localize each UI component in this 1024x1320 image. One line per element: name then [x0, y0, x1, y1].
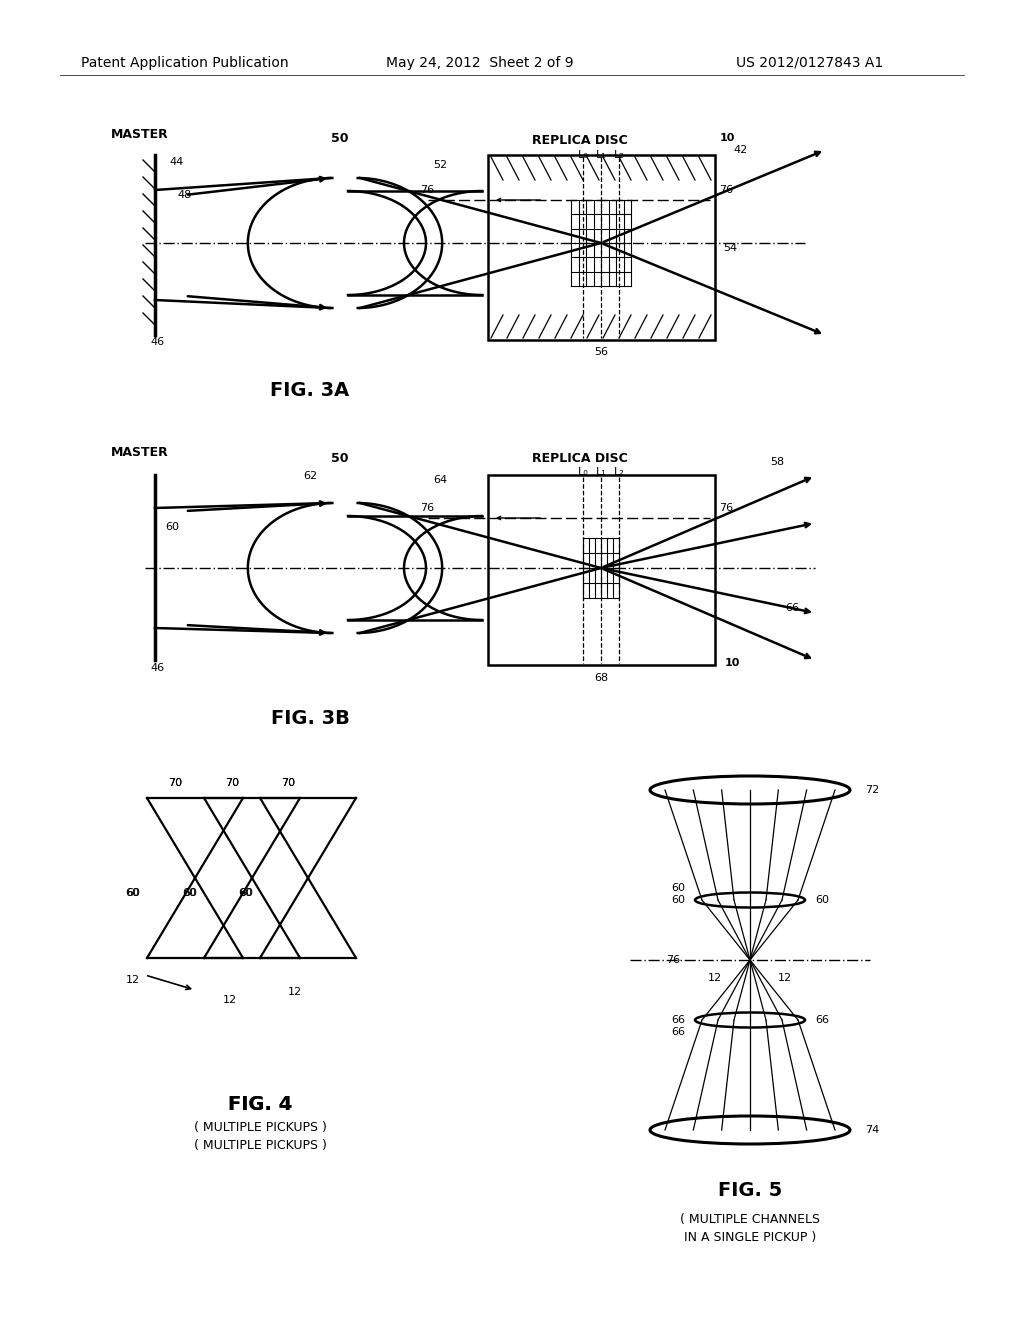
Text: 60: 60	[182, 888, 196, 898]
Text: 60: 60	[126, 888, 140, 898]
Text: 60: 60	[238, 888, 252, 898]
Text: MASTER: MASTER	[112, 446, 169, 458]
Text: 76: 76	[719, 185, 733, 195]
Text: US 2012/0127843 A1: US 2012/0127843 A1	[736, 55, 884, 70]
Text: 60: 60	[671, 895, 685, 906]
Text: 12: 12	[223, 995, 238, 1005]
Text: 50: 50	[331, 132, 349, 144]
Text: 60: 60	[815, 895, 829, 906]
Bar	[488, 154, 715, 341]
Text: FIG. 4: FIG. 4	[228, 1096, 292, 1114]
Bar	[488, 475, 715, 665]
Text: 62: 62	[303, 471, 317, 480]
Text: 46: 46	[150, 337, 164, 347]
Text: FIG. 4: FIG. 4	[228, 1096, 292, 1114]
Text: 66: 66	[785, 603, 799, 612]
Text: L₁: L₁	[596, 150, 606, 160]
Text: REPLICA DISC: REPLICA DISC	[532, 451, 628, 465]
Text: 46: 46	[150, 663, 164, 673]
Text: 66: 66	[671, 1015, 685, 1026]
Text: 50: 50	[331, 451, 349, 465]
Text: MASTER: MASTER	[112, 128, 169, 141]
Text: Patent Application Publication: Patent Application Publication	[81, 55, 289, 70]
Text: 70: 70	[168, 777, 182, 788]
Text: 72: 72	[865, 785, 880, 795]
Text: REPLICA DISC: REPLICA DISC	[532, 133, 628, 147]
Text: 56: 56	[594, 347, 608, 356]
Text: 76: 76	[666, 954, 680, 965]
Text: May 24, 2012  Sheet 2 of 9: May 24, 2012 Sheet 2 of 9	[386, 55, 573, 70]
Text: 12: 12	[126, 975, 140, 985]
Text: ( MULTIPLE CHANNELS: ( MULTIPLE CHANNELS	[680, 1213, 820, 1226]
Text: 66: 66	[671, 1027, 685, 1038]
Text: 70: 70	[225, 777, 239, 788]
Text: 42: 42	[733, 145, 748, 154]
Text: 60: 60	[239, 888, 253, 898]
Text: 12: 12	[708, 973, 722, 983]
Text: 70: 70	[225, 777, 239, 788]
Text: 76: 76	[719, 503, 733, 513]
Text: 74: 74	[865, 1125, 880, 1135]
Text: 68: 68	[594, 673, 608, 682]
Text: 58: 58	[770, 457, 784, 467]
Text: 54: 54	[723, 243, 737, 253]
Text: 44: 44	[169, 157, 183, 168]
Text: ( MULTIPLE PICKUPS ): ( MULTIPLE PICKUPS )	[194, 1138, 327, 1151]
Text: 60: 60	[671, 883, 685, 894]
Text: 60: 60	[125, 888, 139, 898]
Text: L₀: L₀	[578, 150, 589, 160]
Text: 60: 60	[165, 521, 179, 532]
Text: 66: 66	[815, 1015, 829, 1026]
Text: FIG. 3B: FIG. 3B	[270, 709, 349, 727]
Text: L₁: L₁	[596, 467, 606, 477]
Text: 52: 52	[433, 160, 447, 170]
Text: ( MULTIPLE PICKUPS ): ( MULTIPLE PICKUPS )	[194, 1122, 327, 1134]
Text: 48: 48	[177, 190, 191, 201]
Text: 70: 70	[281, 777, 295, 788]
Text: 60: 60	[183, 888, 197, 898]
Text: FIG. 3A: FIG. 3A	[270, 380, 349, 400]
Text: IN A SINGLE PICKUP ): IN A SINGLE PICKUP )	[684, 1232, 816, 1245]
Text: 12: 12	[288, 987, 302, 997]
Text: 70: 70	[168, 777, 182, 788]
Text: L₂: L₂	[613, 467, 625, 477]
Text: L₀: L₀	[578, 467, 589, 477]
Text: 70: 70	[281, 777, 295, 788]
Text: 12: 12	[778, 973, 792, 983]
Text: 76: 76	[420, 503, 434, 513]
Text: 10: 10	[720, 133, 735, 143]
Text: L₂: L₂	[613, 150, 625, 160]
Text: FIG. 5: FIG. 5	[718, 1180, 782, 1200]
Text: 10: 10	[725, 657, 740, 668]
Text: 64: 64	[433, 475, 447, 484]
Text: 76: 76	[420, 185, 434, 195]
